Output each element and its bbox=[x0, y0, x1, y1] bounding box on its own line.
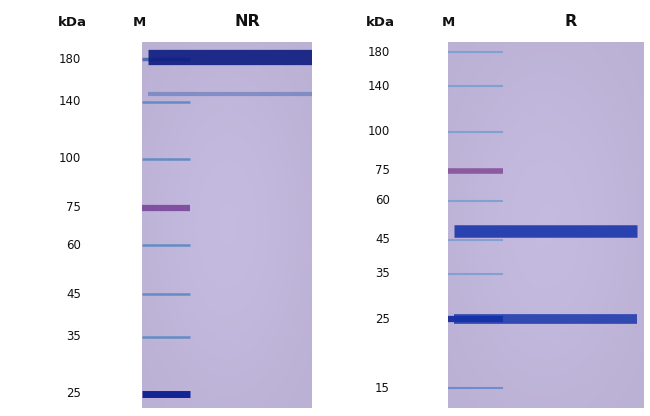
Text: 35: 35 bbox=[66, 330, 81, 343]
Text: 100: 100 bbox=[58, 152, 81, 166]
Text: M: M bbox=[133, 16, 146, 29]
Text: 25: 25 bbox=[66, 387, 81, 400]
Text: 45: 45 bbox=[375, 233, 390, 246]
Text: 180: 180 bbox=[368, 46, 390, 59]
Text: R: R bbox=[564, 14, 577, 29]
Text: 15: 15 bbox=[375, 382, 390, 395]
Text: 25: 25 bbox=[375, 313, 390, 326]
Text: kDa: kDa bbox=[58, 16, 86, 29]
Text: 45: 45 bbox=[66, 287, 81, 301]
Text: kDa: kDa bbox=[366, 16, 395, 29]
Text: 75: 75 bbox=[375, 164, 390, 177]
Text: 35: 35 bbox=[375, 267, 390, 280]
Text: 180: 180 bbox=[58, 53, 81, 66]
Text: 60: 60 bbox=[66, 239, 81, 252]
Text: 75: 75 bbox=[66, 201, 81, 214]
Text: NR: NR bbox=[235, 14, 261, 29]
Text: 140: 140 bbox=[367, 80, 390, 93]
Text: 140: 140 bbox=[58, 95, 81, 109]
Text: 100: 100 bbox=[368, 125, 390, 139]
Text: 60: 60 bbox=[375, 194, 390, 208]
Text: M: M bbox=[441, 16, 454, 29]
